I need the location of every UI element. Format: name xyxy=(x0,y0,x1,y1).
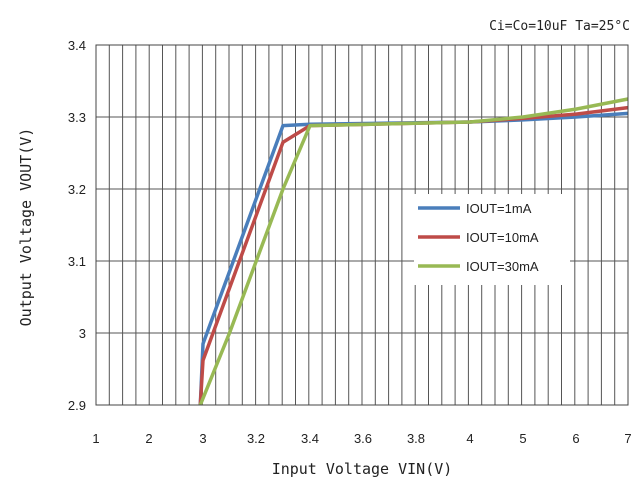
y-tick-label: 3 xyxy=(79,326,86,341)
x-tick-label: 6 xyxy=(572,431,579,446)
x-tick-labels: 1 2 3 3.2 3.4 3.6 3.8 4 5 6 7 xyxy=(92,431,631,446)
y-tick-labels: 2.9 3 3.1 3.2 3.3 3.4 xyxy=(68,38,86,413)
y-axis-label: Output Voltage VOUT(V) xyxy=(17,128,35,327)
plot-border xyxy=(95,44,629,406)
y-tick-label: 3.3 xyxy=(68,110,86,125)
y-tick-label: 3.2 xyxy=(68,182,86,197)
series-layer xyxy=(198,97,629,406)
legend-label: IOUT=10mA xyxy=(466,230,539,245)
x-tick-label: 5 xyxy=(519,431,526,446)
legend-label: IOUT=1mA xyxy=(466,201,532,216)
y-tick-label: 3.4 xyxy=(68,38,86,53)
test-conditions: Ci=Co=10uF Ta=25°C xyxy=(489,19,630,34)
x-tick-label: 3.8 xyxy=(407,431,425,446)
x-tick-label: 4 xyxy=(466,431,473,446)
x-axis-label: Input Voltage VIN(V) xyxy=(272,460,453,478)
x-tick-label: 3.2 xyxy=(247,431,265,446)
x-tick-label: 2 xyxy=(145,431,152,446)
x-tick-label: 1 xyxy=(92,431,99,446)
legend-label: IOUT=30mA xyxy=(466,259,539,274)
series-line-3 xyxy=(198,97,629,406)
x-tick-label: 7 xyxy=(624,431,631,446)
y-tick-label: 3.1 xyxy=(68,254,86,269)
x-tick-label: 3.4 xyxy=(301,431,319,446)
x-tick-label: 3 xyxy=(199,431,206,446)
y-tick-label: 2.9 xyxy=(68,398,86,413)
x-tick-label: 3.6 xyxy=(354,431,372,446)
legend: IOUT=1mA IOUT=10mA IOUT=30mA xyxy=(414,194,570,285)
